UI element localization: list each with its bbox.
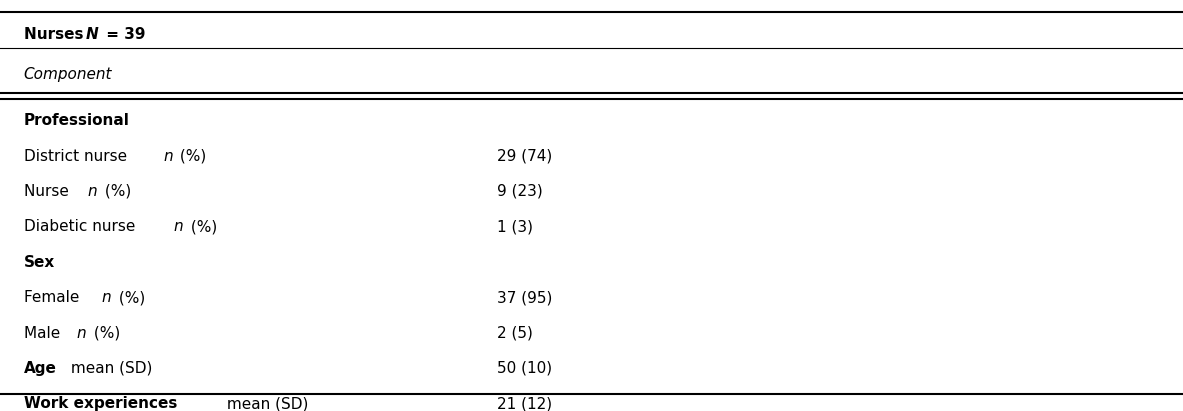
Text: 2 (5): 2 (5) <box>497 326 532 341</box>
Text: Work experiences: Work experiences <box>24 396 177 411</box>
Text: 1 (3): 1 (3) <box>497 219 532 234</box>
Text: Nurses: Nurses <box>24 27 89 42</box>
Text: = 39: = 39 <box>101 27 146 42</box>
Text: n: n <box>77 326 86 341</box>
Text: District nurse: District nurse <box>24 148 131 164</box>
Text: N: N <box>85 27 98 42</box>
Text: 29 (74): 29 (74) <box>497 148 552 164</box>
Text: (%): (%) <box>89 326 121 341</box>
Text: mean (SD): mean (SD) <box>66 361 153 376</box>
Text: n: n <box>88 184 97 199</box>
Text: 50 (10): 50 (10) <box>497 361 552 376</box>
Text: n: n <box>163 148 173 164</box>
Text: Sex: Sex <box>24 255 54 270</box>
Text: Female: Female <box>24 290 84 305</box>
Text: Male: Male <box>24 326 65 341</box>
Text: Component: Component <box>24 67 112 82</box>
Text: (%): (%) <box>101 184 131 199</box>
Text: Professional: Professional <box>24 113 129 128</box>
Text: 37 (95): 37 (95) <box>497 290 552 305</box>
Text: (%): (%) <box>114 290 146 305</box>
Text: n: n <box>102 290 111 305</box>
Text: n: n <box>174 219 183 234</box>
Text: Nurse: Nurse <box>24 184 73 199</box>
Text: (%): (%) <box>186 219 218 234</box>
Text: mean (SD): mean (SD) <box>221 396 308 411</box>
Text: (%): (%) <box>175 148 207 164</box>
Text: Age: Age <box>24 361 57 376</box>
Text: 9 (23): 9 (23) <box>497 184 543 199</box>
Text: 21 (12): 21 (12) <box>497 396 552 411</box>
Text: Diabetic nurse: Diabetic nurse <box>24 219 140 234</box>
